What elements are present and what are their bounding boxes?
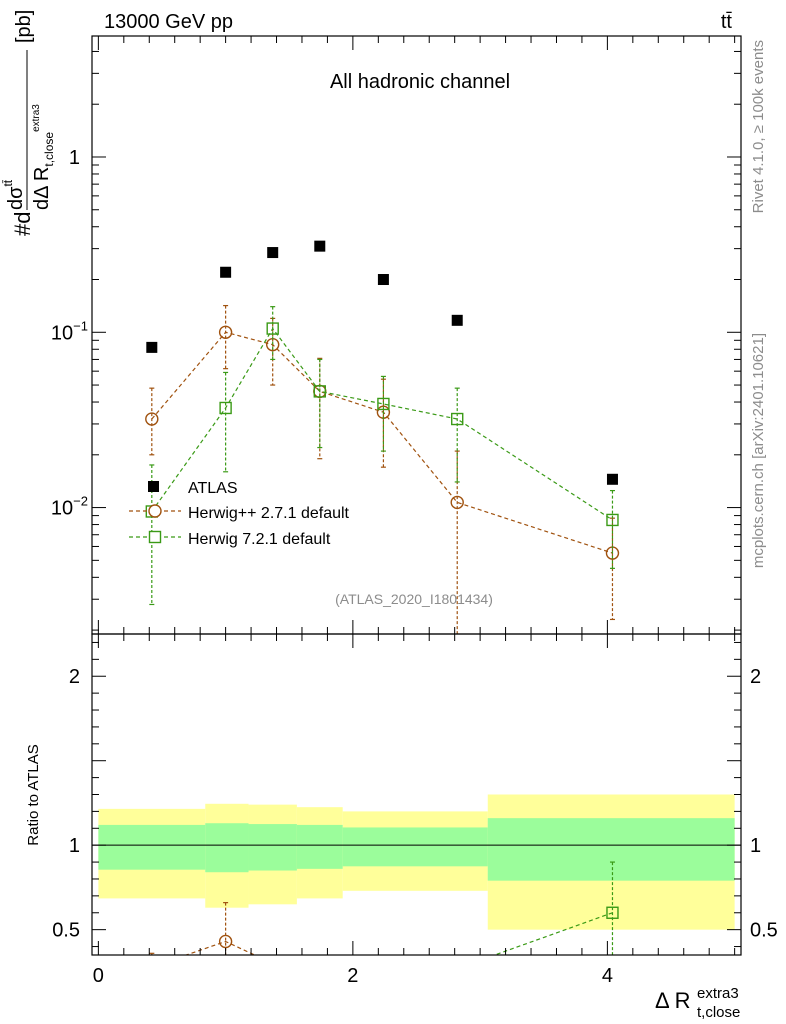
- legend-marker-herwigpp: [148, 504, 162, 518]
- ratio-point-herwigpp: [146, 961, 158, 973]
- ratio-y-tick-label: 2: [69, 666, 80, 688]
- ratio-y-axis-title: Ratio to ATLAS: [25, 744, 42, 845]
- ratio-y-tick-label: 1: [69, 835, 80, 857]
- legend-label-herwigpp: Herwig++ 2.7.1 default: [188, 505, 350, 522]
- ratio-y-tick-label-right: 2: [750, 666, 761, 688]
- ratio-stat-uncertainty-band: [342, 827, 488, 867]
- ratio-stat-uncertainty-band: [205, 823, 249, 873]
- data-point-herwigpp: [145, 412, 159, 426]
- data-point-herwigpp: [218, 325, 233, 339]
- legend-label-herwig7: Herwig 7.2.1 default: [188, 531, 331, 548]
- ratio-panel: 0.5 0.5 1 1 2 2 0 2 4 Ratio to ATLAS Δ R extra3 t…: [25, 633, 778, 1021]
- ratio-x-axis-ticks: 0 2 4: [93, 634, 736, 987]
- main-panel: All hadronic channel (ATLAS_2020_I180143…: [1, 10, 742, 635]
- data-point-herwig7: [377, 397, 390, 411]
- legend-marker-herwig7: [148, 530, 162, 544]
- ratio-y-axis-ticks: 0.5 0.5 1 1 2 2: [52, 641, 778, 948]
- main-y-axis-labels: 1 10−1 10−2: [51, 147, 88, 520]
- main-y-tick-label: 10−2: [51, 494, 88, 520]
- process-label: tt̄: [721, 11, 733, 33]
- ratio-y-tick-label-right: 0.5: [750, 920, 778, 942]
- main-series-group: [145, 240, 620, 634]
- y-title-unit: [pb]: [13, 10, 35, 43]
- data-point-atlas: [146, 341, 158, 353]
- ratio-stat-uncertainty-band: [296, 824, 343, 869]
- ratio-series-group: [146, 861, 619, 973]
- rivet-version-label: Rivet 4.1.0, ≥ 100k events: [750, 40, 767, 213]
- ratio-x-axis-title: Δ R extra3 t,close: [655, 985, 740, 1021]
- main-chart-title: All hadronic channel: [330, 71, 510, 93]
- data-point-atlas: [606, 473, 618, 485]
- mcplots-label: mcplots.cern.ch [arXiv:2401.10621]: [750, 333, 767, 568]
- ratio-stat-uncertainty-band: [487, 818, 735, 881]
- data-point-herwig7: [266, 322, 279, 335]
- ratio-y-tick-label: 0.5: [52, 920, 80, 942]
- ratio-frame: [91, 633, 742, 956]
- data-point-herwig7: [606, 513, 619, 527]
- legend: ATLAS Herwig++ 2.7.1 default Herwig 7.2.…: [129, 480, 350, 548]
- ratio-line-herwigpp: [184, 940, 257, 955]
- analysis-watermark: (ATLAS_2020_I1801434): [335, 591, 493, 607]
- ratio-uncertainty-bands: [98, 794, 735, 930]
- data-point-atlas: [220, 266, 232, 278]
- x-title-superscript: extra3: [697, 985, 739, 1002]
- ratio-y-tick-label-right: 1: [750, 835, 761, 857]
- x-title-main: Δ R: [655, 988, 690, 1013]
- main-y-tick-label: 10−1: [51, 318, 88, 344]
- main-y-tick-label: 1: [69, 147, 80, 169]
- data-point-herwig7: [451, 412, 464, 426]
- main-y-axis-title: #d dσtt̄ dΔ Rt,closeextra3 [pb]: [1, 10, 56, 236]
- data-point-atlas: [451, 314, 463, 326]
- ratio-point-herwig7: [606, 906, 619, 919]
- main-y-axis-ticks: [92, 50, 741, 631]
- data-point-herwig7: [219, 401, 232, 415]
- legend-marker-atlas: [148, 481, 159, 492]
- data-point-atlas: [377, 274, 389, 286]
- data-point-atlas: [314, 240, 326, 252]
- ratio-stat-uncertainty-band: [248, 824, 297, 871]
- ratio-point-herwigpp: [218, 934, 233, 949]
- y-title-numerator: dσtt̄: [1, 179, 27, 210]
- data-point-herwig7: [313, 385, 326, 398]
- ratio-x-tick-label: 4: [602, 965, 613, 987]
- x-title-subscript: t,close: [697, 1004, 740, 1021]
- ratio-stat-uncertainty-band: [98, 824, 206, 870]
- ratio-x-tick-label: 0: [93, 965, 104, 987]
- data-point-herwigpp: [450, 495, 464, 510]
- main-x-axis-ticks: [97, 36, 736, 634]
- y-title-hash-d: #d: [10, 212, 35, 236]
- energy-label: 13000 GeV pp: [104, 11, 233, 33]
- y-title-denominator: dΔ Rt,closeextra3: [31, 104, 56, 210]
- data-point-atlas: [267, 247, 279, 259]
- ratio-x-tick-label: 2: [347, 965, 358, 987]
- legend-label-atlas: ATLAS: [188, 480, 238, 497]
